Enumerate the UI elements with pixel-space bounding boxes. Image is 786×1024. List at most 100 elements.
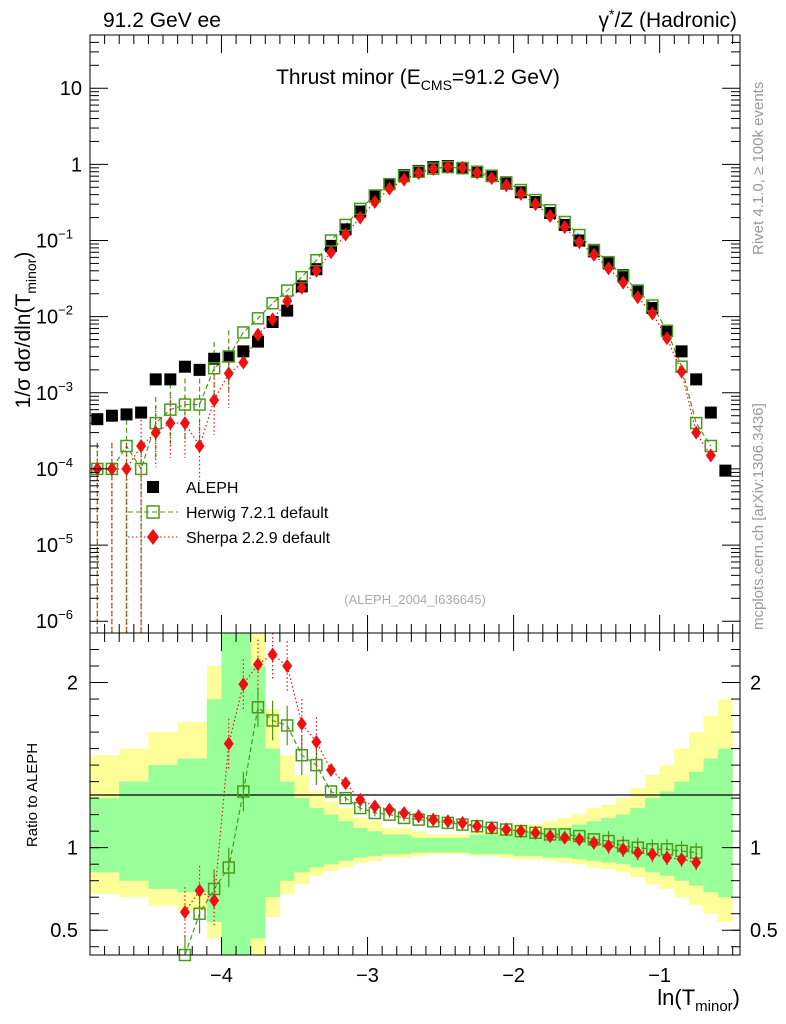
ratio-herwig-line xyxy=(184,706,697,956)
ratio-sherpa-point xyxy=(661,850,672,865)
sherpa-point xyxy=(282,294,293,309)
ratio-sherpa-point xyxy=(355,792,366,807)
ratio-sherpa-point xyxy=(515,824,526,839)
main-title: Thrust minor (ECMS=91.2 GeV) xyxy=(276,66,560,93)
herwig-point xyxy=(164,403,177,416)
sherpa-point xyxy=(647,306,658,321)
ratio-sherpa-point xyxy=(472,819,483,834)
sherpa-point xyxy=(501,178,512,193)
ratio-sherpa-point xyxy=(252,657,263,672)
aleph-point xyxy=(120,408,133,421)
ratio-sherpa-point xyxy=(399,805,410,820)
ratio-sherpa-point xyxy=(311,734,322,749)
sherpa-point xyxy=(442,159,453,174)
sherpa-point xyxy=(238,355,249,370)
sherpa-point xyxy=(340,227,351,242)
sherpa-point xyxy=(530,197,541,212)
analysis-watermark: (ALEPH_2004_I636645) xyxy=(344,592,486,607)
sherpa-point xyxy=(457,160,468,175)
sherpa-point xyxy=(311,263,322,278)
main-ytick-label: 10−2 xyxy=(36,303,73,329)
ratio-sherpa-point xyxy=(603,839,614,854)
ratio-sherpa-point xyxy=(209,893,220,908)
aleph-point xyxy=(135,406,148,419)
aleph-point xyxy=(105,409,118,422)
aleph-point xyxy=(178,360,191,373)
legend-marker-herwig xyxy=(146,505,160,519)
sherpa-point xyxy=(384,181,395,196)
ratio-band-green xyxy=(90,633,733,955)
sherpa-point xyxy=(209,393,220,408)
herwig-point xyxy=(178,398,192,411)
ratio-sherpa-point xyxy=(340,776,351,791)
xtick-label: −1 xyxy=(648,965,671,987)
xlabel: ln(Tminor) xyxy=(657,985,740,1015)
legend-marker-sherpa xyxy=(147,529,159,545)
ratio-sherpa-point xyxy=(691,855,702,870)
aleph-point xyxy=(281,304,294,317)
sherpa-point xyxy=(705,448,716,463)
aleph-point xyxy=(237,345,250,358)
header-left: 91.2 GeV ee xyxy=(103,9,221,32)
sherpa-point xyxy=(632,290,643,305)
sherpa-point xyxy=(515,186,526,201)
sherpa-point xyxy=(106,461,117,476)
sherpa-point xyxy=(194,439,205,454)
ratio-herwig-point xyxy=(295,748,309,762)
sherpa-point xyxy=(472,165,483,180)
aleph-point xyxy=(617,269,630,282)
sherpa-point xyxy=(661,331,672,346)
ratio-sherpa-point xyxy=(238,677,249,692)
aleph-point xyxy=(660,324,673,337)
ratio-sherpa-point xyxy=(326,763,337,778)
header-right: γ*/Z (Hadronic) xyxy=(599,6,737,32)
ratio-sherpa-point xyxy=(223,736,234,751)
ratio-sherpa-point xyxy=(384,802,395,817)
sherpa-point xyxy=(413,166,424,181)
ratio-ytick-label-right: 2 xyxy=(750,673,761,695)
sherpa-point xyxy=(355,210,366,225)
main-ylabel: 1/σ dσ/dln(Tminor) xyxy=(12,252,39,409)
rivet-note: Rivet 4.1.0, ≥ 100k events xyxy=(750,82,767,255)
main-ytick-label: 10 xyxy=(60,78,82,100)
ratio-frame xyxy=(89,632,741,956)
ratio-ytick-label-right: 0.5 xyxy=(750,920,778,942)
ratio-ylabel: Ratio to ALEPH xyxy=(24,743,41,847)
sherpa-point xyxy=(369,195,380,210)
ratio-bands xyxy=(90,633,733,955)
ratio-ytick-label: 2 xyxy=(67,673,78,695)
ratio-sherpa-point xyxy=(501,822,512,837)
xtick-label: −4 xyxy=(210,965,233,987)
ratio-sherpa-point xyxy=(369,799,380,814)
ratio-ytick-label: 1 xyxy=(67,838,78,860)
aleph-point xyxy=(222,350,235,363)
herwig-point xyxy=(237,326,250,339)
ratio-herwig-point xyxy=(324,785,338,798)
main-ytick-label: 10−4 xyxy=(36,455,73,481)
xtick-label: −2 xyxy=(502,965,525,987)
ratio-series-layer xyxy=(178,633,703,962)
ratio-ytick-label-right: 1 xyxy=(750,838,761,860)
ratio-sherpa-point xyxy=(545,829,556,844)
ratio-sherpa-point xyxy=(632,845,643,860)
legend-label-aleph: ALEPH xyxy=(186,480,238,497)
aleph-point xyxy=(193,363,206,376)
aleph-point xyxy=(164,373,177,386)
xtick-label: −3 xyxy=(356,965,379,987)
sherpa-point xyxy=(165,416,176,431)
herwig-point xyxy=(207,361,221,375)
herwig-point xyxy=(120,439,133,453)
sherpa-point xyxy=(574,235,585,250)
ratio-axes: 0.5 0.5 1 1 2 2 −4 −3 −2 −1 xyxy=(50,633,778,987)
ratio-sherpa-point xyxy=(486,820,497,835)
ratio-sherpa-point xyxy=(530,825,541,840)
herwig-point xyxy=(134,462,148,476)
sherpa-point xyxy=(136,439,147,454)
aleph-point xyxy=(719,464,732,477)
ratio-sherpa-point xyxy=(413,809,424,824)
sherpa-point xyxy=(121,461,132,476)
herwig-point xyxy=(251,312,265,325)
herwig-point xyxy=(222,350,236,363)
legend: ALEPH Herwig 7.2.1 default Sherpa 2.2.9 … xyxy=(128,480,331,547)
